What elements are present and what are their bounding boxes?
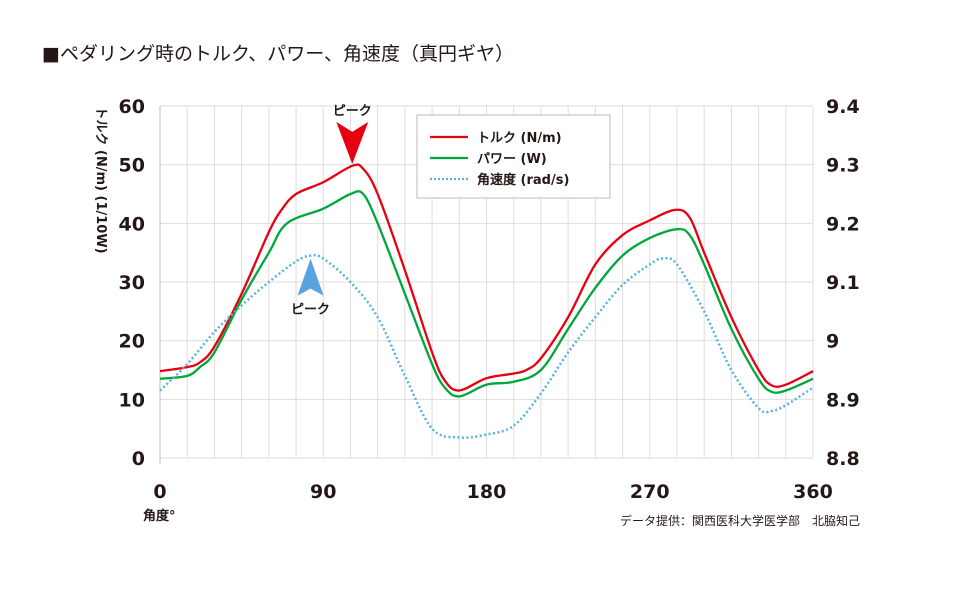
- chart-title: ■ペダリング時のトルク、パワー、角速度（真円ギヤ）: [42, 43, 514, 65]
- x-tick-label: 180: [467, 481, 507, 503]
- legend-box: [416, 114, 611, 199]
- y2-tick-label: 9.4: [826, 96, 860, 118]
- y2-tick-label: 8.9: [826, 389, 860, 411]
- y-tick-label: 40: [119, 213, 145, 235]
- y2-tick-label: 9.3: [826, 155, 860, 177]
- data-credit: データ提供：関西医科大学医学部 北脇知己: [620, 513, 860, 528]
- x-axis-label: 角度°: [143, 508, 176, 524]
- y-tick-label: 20: [119, 331, 145, 353]
- y-tick-label: 0: [132, 448, 145, 470]
- y-axis-label: トルク (N/m) (1/10W): [93, 106, 108, 253]
- legend-label: パワー (W): [477, 152, 547, 167]
- x-tick-label: 90: [310, 481, 336, 503]
- series-line-0: [159, 163, 814, 392]
- x-tick-label: 0: [153, 481, 166, 503]
- peak-arrow-down-icon: [336, 121, 369, 164]
- y2-tick-label: 9: [826, 331, 839, 353]
- y-tick-label: 60: [119, 96, 145, 118]
- y2-tick-label: 8.8: [826, 448, 860, 470]
- y-tick-label: 10: [119, 389, 145, 411]
- peak-label: ピーク: [333, 104, 372, 119]
- y-tick-label: 30: [119, 272, 145, 294]
- series-line-1: [159, 190, 814, 398]
- legend-label: 角速度 (rad/s): [477, 172, 569, 188]
- y2-tick-label: 9.2: [826, 213, 860, 235]
- peak-arrow-up-icon: [297, 258, 324, 296]
- peak-label: ピーク: [291, 303, 330, 318]
- y2-tick-label: 9.1: [826, 272, 860, 294]
- legend-label: トルク (N/m): [477, 131, 562, 146]
- x-tick-label: 270: [630, 481, 670, 503]
- legend: トルク (N/m) パワー (W) 角速度 (rad/s): [416, 114, 611, 199]
- y-tick-label: 50: [119, 155, 145, 177]
- x-tick-label: 360: [793, 481, 833, 503]
